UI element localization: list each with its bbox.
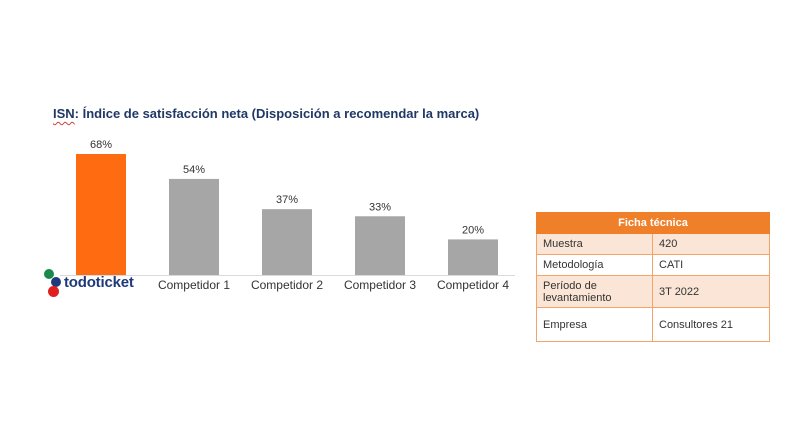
- bar-3: [262, 209, 312, 275]
- ficha-tecnica-table: Ficha técnica Muestra 420 Metodología CA…: [536, 212, 770, 342]
- data-label-3: 37%: [276, 194, 298, 206]
- ficha-value: 420: [652, 233, 770, 255]
- ficha-row: Período de levantamiento 3T 2022: [536, 275, 770, 308]
- ficha-row: Muestra 420: [536, 233, 770, 255]
- ficha-value: 3T 2022: [652, 275, 770, 308]
- bar-chart: 68% 54% Competidor 1 37% Competidor 2 33% Comp…: [60, 139, 515, 292]
- ficha-row: Empresa Consultores 21: [536, 307, 770, 342]
- logo-green-dot: [44, 269, 54, 279]
- data-label-4: 33%: [369, 201, 391, 213]
- category-label-3: Competidor 2: [251, 278, 323, 292]
- category-label-2: Competidor 1: [158, 278, 230, 292]
- logo-red-dot: [48, 286, 59, 297]
- ficha-key: Metodología: [536, 254, 653, 276]
- todoticket-logo: todoticket: [44, 268, 154, 300]
- ficha-value: Consultores 21: [652, 307, 770, 342]
- chart-title: ISN: Índice de satisfacción neta (Dispos…: [53, 106, 479, 121]
- chart-title-text: : Índice de satisfacción neta (Disposici…: [74, 106, 480, 121]
- category-label-4: Competidor 3: [344, 278, 416, 292]
- ficha-key: Muestra: [536, 233, 653, 255]
- data-label-5: 20%: [462, 224, 484, 236]
- ficha-key: Empresa: [536, 307, 653, 342]
- ficha-row: Metodología CATI: [536, 254, 770, 276]
- bar-1: [76, 154, 126, 275]
- category-label-5: Competidor 4: [437, 278, 509, 292]
- bar-2: [169, 178, 219, 275]
- ficha-key: Período de levantamiento: [536, 275, 653, 308]
- ficha-header: Ficha técnica: [536, 212, 770, 234]
- logo-wordmark: todoticket: [64, 274, 134, 291]
- data-label-2: 54%: [183, 164, 205, 176]
- chart-title-prefix: ISN: [53, 106, 75, 121]
- bar-5: [448, 239, 498, 275]
- ficha-value: CATI: [652, 254, 770, 276]
- data-label-1: 68%: [90, 139, 112, 151]
- bar-4: [355, 216, 405, 275]
- logo-blue-dot: [51, 277, 61, 287]
